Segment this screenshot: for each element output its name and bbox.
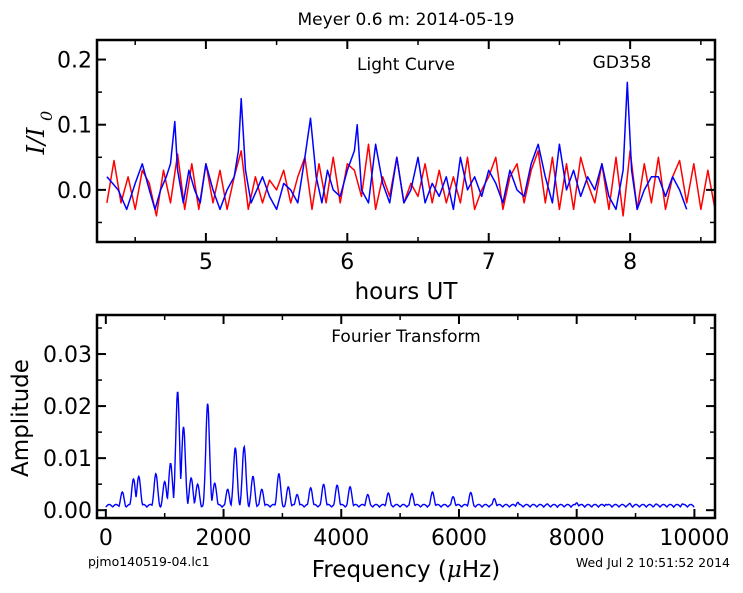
x-tick-label: 2000 bbox=[196, 526, 252, 551]
x-tick-label: 6000 bbox=[431, 526, 487, 551]
x-tick-label: 7 bbox=[482, 250, 496, 275]
light-curve-tick-labels: 5 6 7 8 0.0 0.1 0.2 bbox=[57, 49, 637, 275]
y-tick-label: 0.1 bbox=[57, 114, 92, 139]
fourier-tick-labels: 0 2000 4000 6000 8000 10000 0.00 0.01 0.02 0.03 bbox=[43, 343, 729, 551]
fourier-xlabel: Frequency (μHz) bbox=[312, 557, 500, 583]
light-curve-axes-frame bbox=[95, 38, 717, 244]
x-tick-label: 4000 bbox=[313, 526, 369, 551]
figure-suptitle: Meyer 0.6 m: 2014-05-19 bbox=[298, 10, 515, 30]
y-tick-label: 0.02 bbox=[43, 395, 92, 420]
light-curve-xlabel: hours UT bbox=[355, 279, 459, 305]
light-curve-panel: 5 6 7 8 0.0 0.1 0.2 Light Curve GD358 hours UT… bbox=[22, 38, 717, 305]
fourier-xlabel-prefix: Frequency ( bbox=[312, 557, 447, 583]
light-curve-series-group bbox=[106, 81, 715, 217]
y-tick-label: 0.2 bbox=[57, 49, 92, 74]
y-tick-label: 0.01 bbox=[43, 447, 92, 472]
x-tick-label: 10000 bbox=[659, 526, 729, 551]
light-curve-title: Light Curve bbox=[357, 55, 455, 75]
y-tick-label: 0.03 bbox=[43, 343, 92, 368]
file-label: pjmo140519-04.lc1 bbox=[88, 554, 210, 569]
light-curve-model-line bbox=[106, 143, 715, 217]
fourier-ylabel: Amplitude bbox=[8, 359, 34, 477]
light-curve-data-line bbox=[106, 81, 688, 211]
fourier-amplitude-line bbox=[105, 391, 695, 509]
light-curve-ylabel-subscript: 0 bbox=[37, 111, 56, 121]
y-tick-label: 0.0 bbox=[57, 179, 92, 204]
light-curve-star-label: GD358 bbox=[593, 53, 652, 73]
fourier-panel: 0 2000 4000 6000 8000 10000 0.00 0.01 0.02 0.03 F… bbox=[8, 313, 729, 583]
timestamp-label: Wed Jul 2 10:51:52 2014 bbox=[576, 555, 730, 570]
y-tick-label: 0.00 bbox=[43, 499, 92, 524]
fourier-title: Fourier Transform bbox=[331, 327, 480, 347]
x-tick-label: 8000 bbox=[549, 526, 605, 551]
fourier-xlabel-suffix: Hz) bbox=[462, 557, 500, 583]
x-tick-label: 0 bbox=[99, 526, 113, 551]
light-curve-ylabel: I/I 0 bbox=[22, 111, 56, 156]
fourier-series-group bbox=[105, 391, 695, 509]
fourier-axes-frame bbox=[95, 313, 717, 520]
x-tick-label: 6 bbox=[340, 250, 354, 275]
x-tick-label: 8 bbox=[623, 250, 637, 275]
light-curve-ylabel-main: I/I bbox=[22, 127, 50, 156]
light-curve-ticks bbox=[97, 40, 715, 242]
fourier-ticks bbox=[97, 315, 715, 518]
x-tick-label: 5 bbox=[199, 250, 213, 275]
fourier-xlabel-mu: μ bbox=[447, 557, 462, 583]
